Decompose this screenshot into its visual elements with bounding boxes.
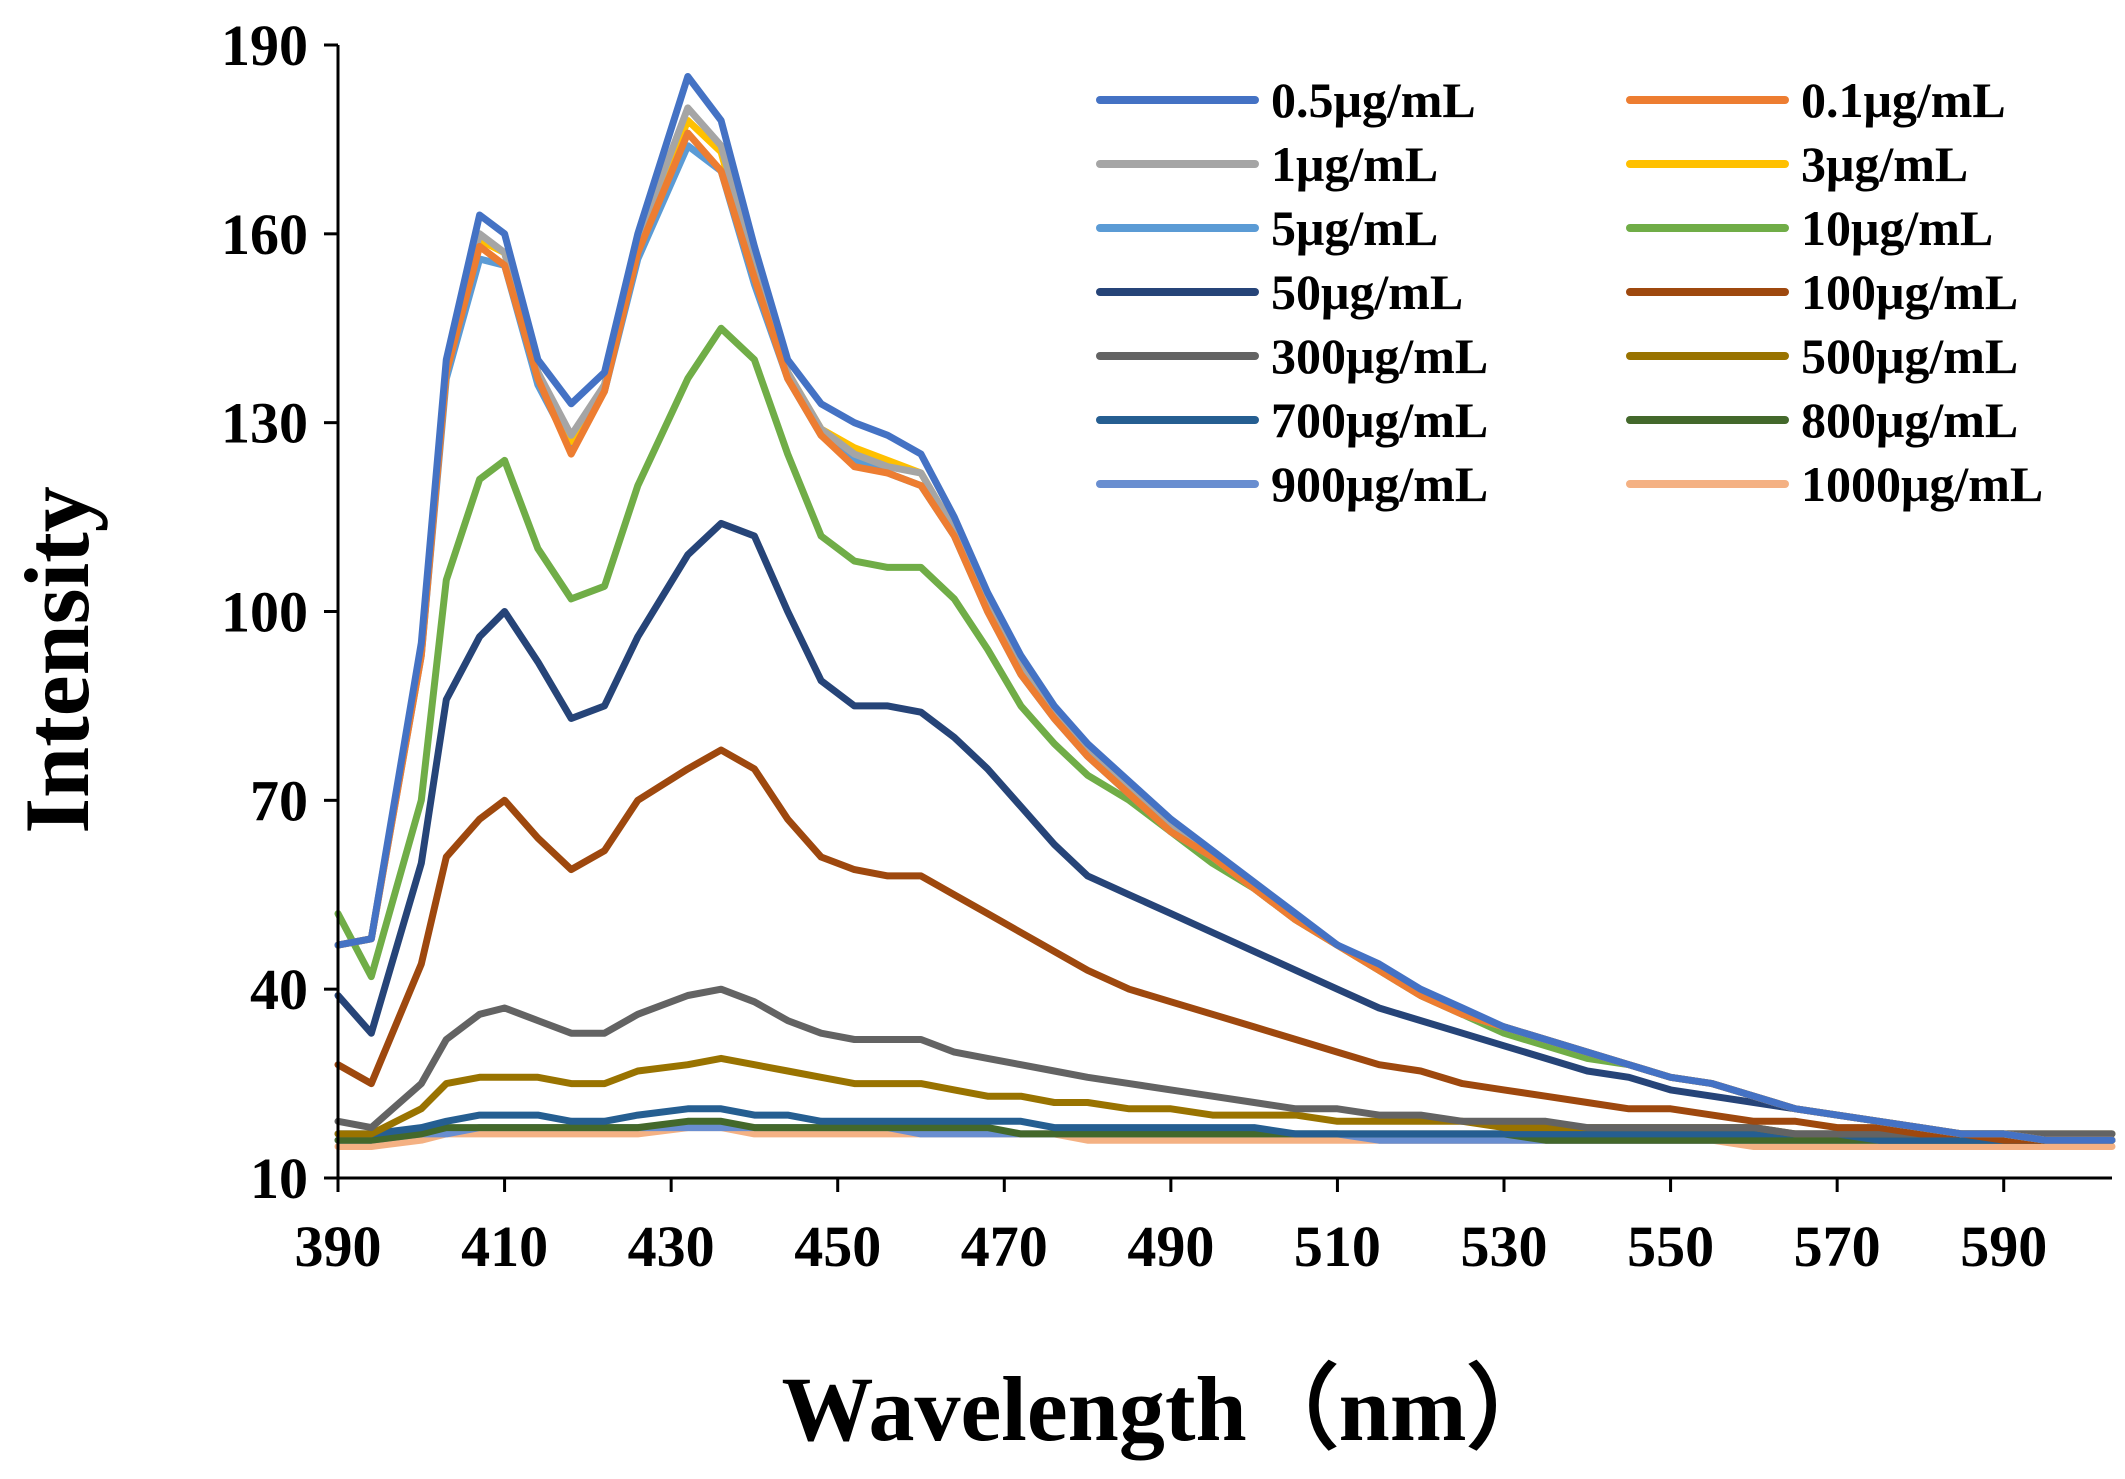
legend-item: 3μg/mL (1626, 136, 1968, 192)
x-tick-label: 450 (794, 1214, 881, 1279)
x-axis-title: Wavelength（nm） (782, 1358, 1559, 1460)
legend-item: 0.1μg/mL (1626, 72, 2006, 128)
x-tick-label: 490 (1127, 1214, 1214, 1279)
legend-label: 0.1μg/mL (1801, 72, 2006, 128)
y-tick-label: 10 (250, 1146, 308, 1211)
legend-item: 500μg/mL (1626, 328, 2018, 384)
legend-item: 800μg/mL (1626, 392, 2018, 448)
x-tick-label: 430 (628, 1214, 715, 1279)
y-tick-label: 160 (221, 202, 308, 267)
y-tick-label: 130 (221, 391, 308, 456)
legend-label: 10μg/mL (1801, 200, 1993, 256)
series-line-100-g-ml (334, 746, 2116, 1144)
legend-item: 1μg/mL (1096, 136, 1438, 192)
legend-label: 5μg/mL (1271, 200, 1438, 256)
legend-item: 50μg/mL (1096, 264, 1463, 320)
series-line-1000-g-ml (334, 1124, 2116, 1150)
y-tick-label: 190 (221, 13, 308, 78)
series-line-0.5-g-ml (334, 73, 2116, 1144)
legend-item: 10μg/mL (1626, 200, 1993, 256)
y-tick-label: 100 (221, 580, 308, 645)
legend-label: 500μg/mL (1801, 328, 2018, 384)
legend-label: 3μg/mL (1801, 136, 1968, 192)
x-tick-label: 390 (295, 1214, 382, 1279)
legend-label: 0.5μg/mL (1271, 72, 1476, 128)
legend-item: 0.5μg/mL (1096, 72, 1476, 128)
legend-label: 900μg/mL (1271, 456, 1488, 512)
legend-label: 1μg/mL (1271, 136, 1438, 192)
y-tick-label: 70 (250, 768, 308, 833)
legend-item: 900μg/mL (1096, 456, 1488, 512)
series-line-800-g-ml (334, 1117, 2116, 1144)
x-tick-label: 570 (1794, 1214, 1881, 1279)
x-tick-label: 530 (1461, 1214, 1548, 1279)
plot-lines (334, 73, 2116, 1150)
legend-label: 1000μg/mL (1801, 456, 2043, 512)
legend: 0.5μg/mL 0.1μg/mL 1μg/mL 3μg/mL 5μg/mL 10μg/m… (1096, 72, 2043, 512)
x-tick-label: 470 (961, 1214, 1048, 1279)
legend-label: 700μg/mL (1271, 392, 1488, 448)
legend-label: 800μg/mL (1801, 392, 2018, 448)
legend-item: 5μg/mL (1096, 200, 1438, 256)
y-tick-label: 40 (250, 957, 308, 1022)
legend-label: 50μg/mL (1271, 264, 1463, 320)
series-line-50-g-ml (334, 519, 2116, 1144)
series-line-300-g-ml (334, 985, 2116, 1138)
legend-item: 300μg/mL (1096, 328, 1488, 384)
legend-item: 700μg/mL (1096, 392, 1488, 448)
legend-item: 100μg/mL (1626, 264, 2018, 320)
legend-label: 300μg/mL (1271, 328, 1488, 384)
x-tick-label: 510 (1294, 1214, 1381, 1279)
series-line-1-g-ml (334, 104, 2116, 1144)
x-tick-label: 550 (1627, 1214, 1714, 1279)
x-tick-label: 590 (1960, 1214, 2047, 1279)
y-axis-title: Intensity (6, 486, 108, 834)
axes: 10 40 70 100 130 160 190 390 410 430 450 470 490 510 5… (221, 13, 2112, 1279)
x-tick-label: 410 (461, 1214, 548, 1279)
legend-label: 100μg/mL (1801, 264, 2018, 320)
legend-item: 1000μg/mL (1626, 456, 2043, 512)
